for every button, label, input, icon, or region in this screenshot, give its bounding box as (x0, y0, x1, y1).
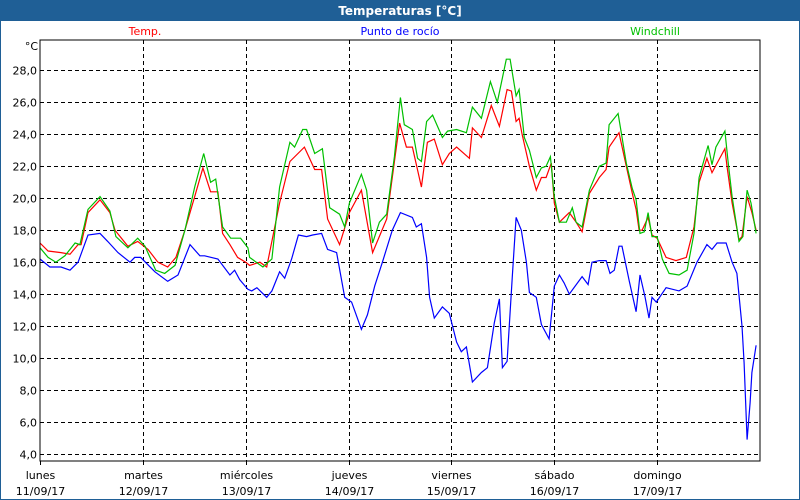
legend-windchill: Windchill (630, 25, 680, 38)
y-tick-label: 14,0 (13, 289, 38, 302)
y-tick-label: 12,0 (13, 321, 38, 334)
x-tick-day-label: domingo (633, 469, 681, 482)
x-tick-date-label: 13/09/17 (222, 485, 271, 498)
x-tick-day-label: viernes (431, 469, 471, 482)
x-tick-day-label: martes (124, 469, 163, 482)
x-tick-day-label: jueves (331, 469, 368, 482)
dew-point-line (39, 211, 757, 440)
y-tick-label: 22,0 (13, 161, 38, 174)
y-tick-label: 4,0 (20, 449, 38, 462)
y-tick-label: 28,0 (13, 65, 38, 78)
x-tick-date-label: 16/09/17 (530, 485, 579, 498)
y-tick-label: 26,0 (13, 97, 38, 110)
x-tick-date-label: 17/09/17 (633, 485, 682, 498)
y-tick-label: 6,0 (20, 417, 38, 430)
y-tick-label: 8,0 (20, 385, 38, 398)
x-tick-day-label: sábado (535, 469, 575, 482)
x-tick-date-label: 14/09/17 (325, 485, 374, 498)
plot-border (39, 39, 761, 462)
x-tick-day-label: lunes (26, 469, 56, 482)
y-tick-label: 24,0 (13, 129, 38, 142)
x-tick-date-label: 11/09/17 (16, 485, 65, 498)
windchill-line (39, 58, 757, 276)
y-tick-label: 18,0 (13, 225, 38, 238)
chart-title: Temperaturas [°C] (1, 1, 799, 21)
x-tick-date-label: 15/09/17 (427, 485, 476, 498)
y-axis-unit: °C (25, 40, 39, 53)
y-tick-label: 10,0 (13, 353, 38, 366)
legend-temp: Temp. (128, 25, 162, 38)
legend-dew-point: Punto de rocío (360, 25, 439, 38)
x-tick-day-label: miércoles (220, 469, 273, 482)
y-tick-label: 16,0 (13, 257, 38, 270)
x-tick-date-label: 12/09/17 (119, 485, 168, 498)
y-tick-label: 20,0 (13, 193, 38, 206)
